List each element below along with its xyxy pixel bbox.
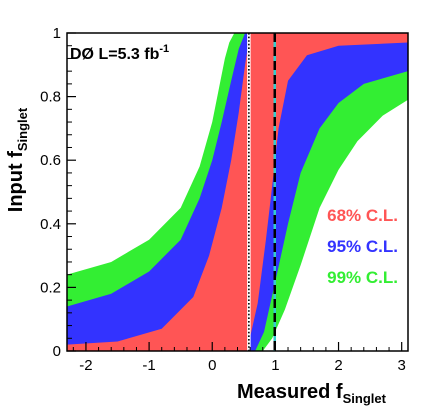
reference-lines	[247, 33, 277, 351]
legend: 68% C.L. 95% C.L. 99% C.L.	[327, 206, 398, 287]
x-tick-label: 3	[398, 357, 406, 374]
x-tick-label: 0	[208, 357, 216, 374]
x-tick-label: 1	[271, 357, 279, 374]
x-tick-label: 2	[334, 357, 342, 374]
y-tick-label: 0.2	[40, 279, 61, 296]
band-3	[67, 33, 408, 351]
y-tick-label: 0.4	[40, 216, 61, 233]
legend-item: 68% C.L.	[327, 206, 398, 225]
y-tick-label: 1	[53, 25, 61, 42]
legend-item: 95% C.L.	[327, 237, 398, 256]
luminosity-annotation: DØ L=5.3 fb-1	[70, 43, 169, 63]
y-tick-label: 0.6	[40, 152, 61, 169]
y-tick-label: 0.8	[40, 89, 61, 106]
y-tick-labels: 0 0.2 0.4 0.6 0.8 1	[40, 25, 61, 360]
x-tick-label: -2	[79, 357, 92, 374]
y-axis-title: Input fSinglet	[5, 107, 30, 212]
x-axis-title: Measured fSinglet	[237, 381, 387, 406]
legend-item: 99% C.L.	[327, 268, 398, 287]
y-tick-label: 0	[53, 343, 61, 360]
x-tick-label: -1	[142, 357, 155, 374]
x-tick-labels: -2 -1 0 1 2 3	[79, 357, 406, 374]
confidence-bands	[67, 33, 408, 351]
axis-ticks	[67, 32, 403, 352]
